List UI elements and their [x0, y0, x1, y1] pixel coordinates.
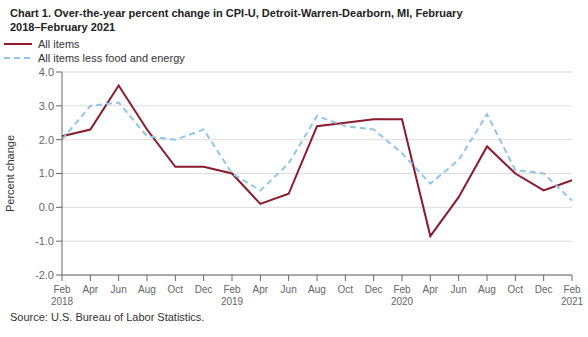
- svg-text:Dec: Dec: [535, 284, 553, 295]
- svg-text:Jun: Jun: [111, 284, 127, 295]
- html-text:Source: U.S. Bureau of Labor S: Source: U.S. Bureau of Labor Statistics.: [10, 311, 205, 323]
- svg-text:Aug: Aug: [308, 284, 326, 295]
- svg-text:Jun: Jun: [281, 284, 297, 295]
- svg-text:Apr: Apr: [423, 284, 439, 295]
- svg-text:Oct: Oct: [338, 284, 354, 295]
- svg-text:Dec: Dec: [365, 284, 383, 295]
- html-text:All items: All items: [38, 38, 80, 50]
- html-text:All items less food and energy: All items less food and energy: [38, 52, 185, 64]
- svg-text:Feb2018: Feb2018: [51, 284, 74, 307]
- html-text:Chart 1. Over-the-year percent: Chart 1. Over-the-year percent change in…: [10, 7, 463, 33]
- svg-text:-2.0: -2.0: [35, 269, 54, 281]
- svg-text:1.0: 1.0: [39, 167, 54, 179]
- svg-text:Feb2019: Feb2019: [221, 284, 244, 307]
- svg-text:-1.0: -1.0: [35, 235, 54, 247]
- svg-text:Apr: Apr: [253, 284, 269, 295]
- svg-text:Feb2020: Feb2020: [391, 284, 414, 307]
- svg-text:Oct: Oct: [508, 284, 524, 295]
- svg-text:Apr: Apr: [83, 284, 99, 295]
- svg-text:Aug: Aug: [478, 284, 496, 295]
- svg-text:Jun: Jun: [451, 284, 467, 295]
- svg-text:4.0: 4.0: [39, 66, 54, 78]
- svg-text:2.0: 2.0: [39, 134, 54, 146]
- svg-text:Dec: Dec: [195, 284, 213, 295]
- svg-text:3.0: 3.0: [39, 100, 54, 112]
- svg-text:Oct: Oct: [168, 284, 184, 295]
- svg-text:0.0: 0.0: [39, 201, 54, 213]
- svg-text:Aug: Aug: [138, 284, 156, 295]
- svg-text:Feb2021: Feb2021: [561, 284, 580, 307]
- svg-text:Percent change: Percent change: [8, 135, 16, 212]
